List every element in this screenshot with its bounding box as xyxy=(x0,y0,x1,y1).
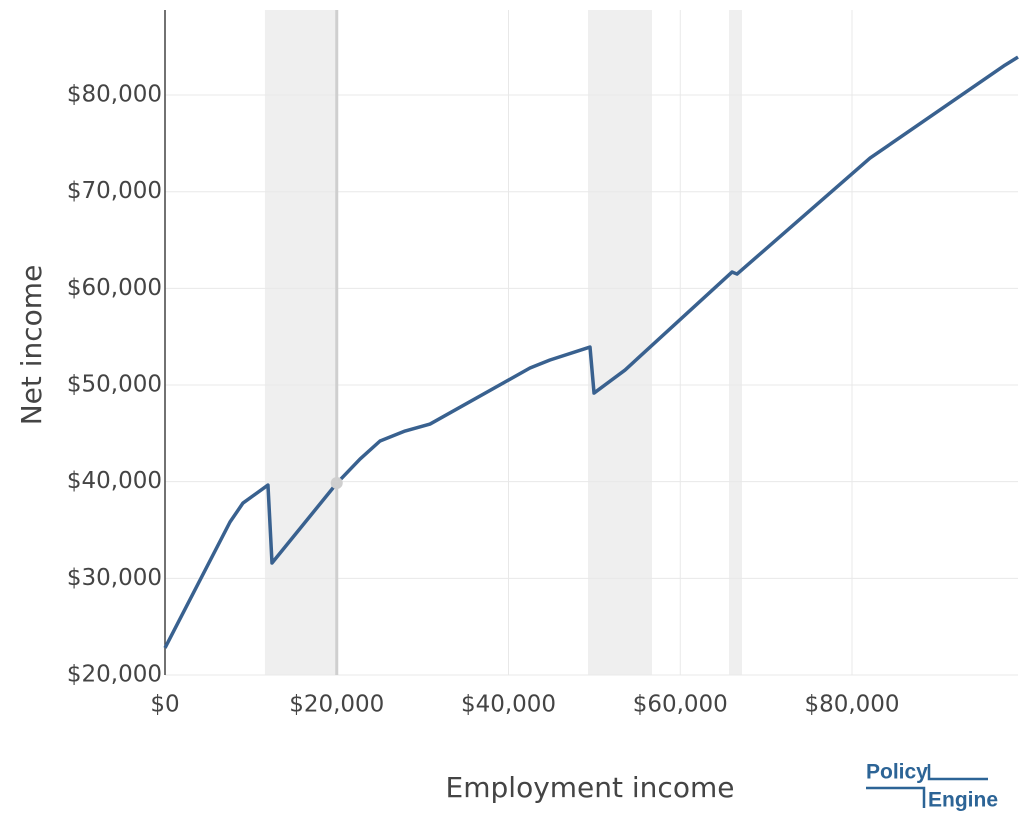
shaded-region xyxy=(729,10,742,675)
x-tick-label: $80,000 xyxy=(804,692,899,718)
highlight-point xyxy=(330,477,343,490)
y-axis-title: Net income xyxy=(15,265,48,426)
plot-area xyxy=(164,10,1018,676)
y-tick-label: $70,000 xyxy=(67,178,162,204)
y-tick-label: $60,000 xyxy=(67,275,162,301)
x-tick-label: $40,000 xyxy=(461,692,556,718)
y-tick-label: $80,000 xyxy=(67,82,162,108)
x-tick-label: $0 xyxy=(150,692,179,718)
y-tick-label: $50,000 xyxy=(67,372,162,398)
logo[interactable]: Policy Engine xyxy=(866,761,998,812)
y-tick-label: $40,000 xyxy=(67,468,162,494)
x-axis-title: Employment income xyxy=(446,771,735,804)
shaded-region xyxy=(264,10,338,675)
x-tick-label: $60,000 xyxy=(633,692,728,718)
x-tick-label: $20,000 xyxy=(289,692,384,718)
shaded-region xyxy=(588,10,652,675)
logo-mark[interactable] xyxy=(866,764,988,808)
logo-text[interactable]: Policy xyxy=(866,761,928,784)
logo-text[interactable]: Engine xyxy=(928,789,998,812)
y-tick-label: $20,000 xyxy=(67,662,162,688)
y-tick-label: $30,000 xyxy=(67,565,162,591)
data-line xyxy=(163,55,1019,649)
